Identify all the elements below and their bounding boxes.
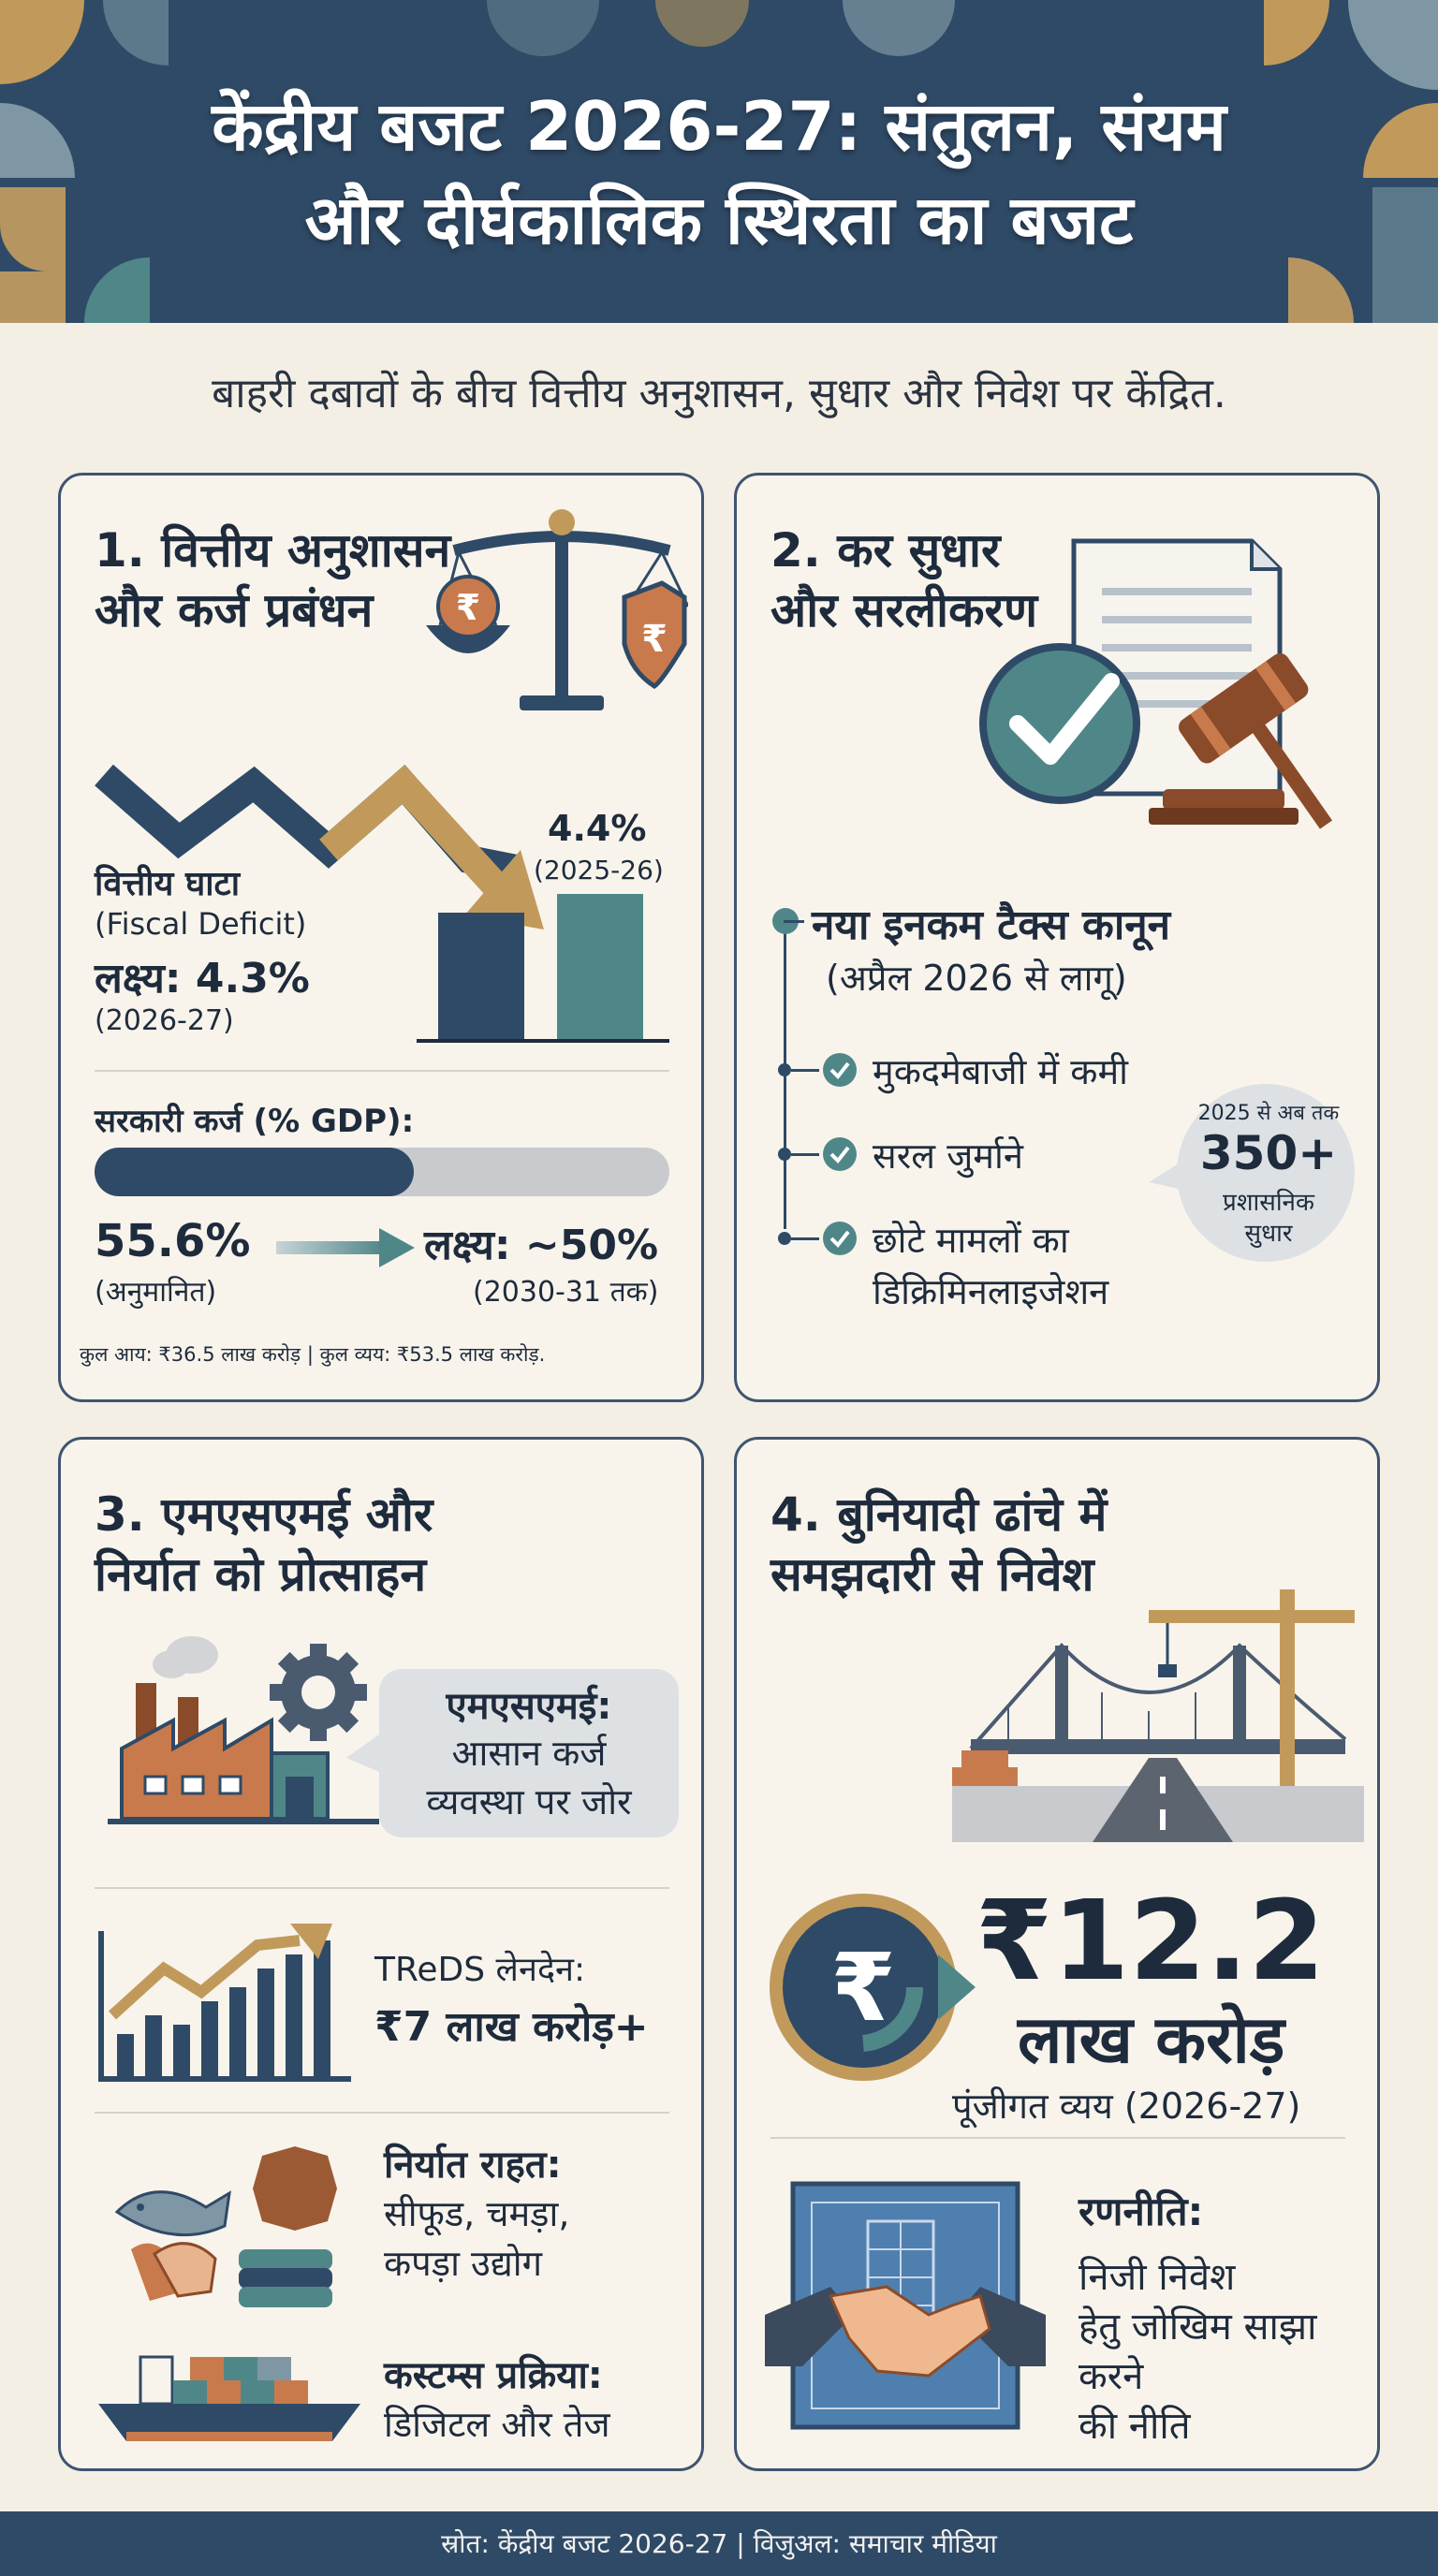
capex-unit: लाख करोड़ bbox=[1018, 2001, 1285, 2078]
reform-item-decriminalization: डिक्रिमिनलाइजेशन bbox=[873, 1271, 1109, 1312]
source-footer: स्रोत: केंद्रीय बजट 2026-27 | विजुअल: सम… bbox=[0, 2511, 1438, 2576]
page-subtitle: बाहरी दबावों के बीच वित्तीय अनुशासन, सुध… bbox=[212, 370, 1226, 417]
debt-current-value: 55.6% bbox=[95, 1215, 251, 1267]
section-1-title-line-2: और कर्ज प्रबंधन bbox=[95, 583, 374, 637]
customs-process-digital: डिजिटल और तेज bbox=[384, 2404, 610, 2445]
balance-scale-icon: ₹ ₹ bbox=[426, 509, 688, 710]
new-income-tax-law-title: नया इनकम टैक्स कानून bbox=[812, 901, 1171, 949]
reform-item-simple-penalties: सरल जुर्माने bbox=[873, 1135, 1023, 1177]
svg-text:₹: ₹ bbox=[830, 1933, 896, 2042]
strategy-private-investment: निजी निवेश bbox=[1078, 2256, 1236, 2299]
card-tax-reform: 2. कर सुधार और सरलीकरण नया इनकम टैक्स का… bbox=[734, 473, 1380, 1402]
bridge-road-crane-icon bbox=[952, 1589, 1364, 1842]
deficit-bar-2026 bbox=[438, 913, 524, 1039]
factory-gear-icon bbox=[108, 1636, 379, 1824]
section-1-title-line-1: 1. वित्तीय अनुशासन bbox=[95, 523, 451, 578]
bar-baseline bbox=[417, 1039, 669, 1043]
downward-trend-arrow-icon bbox=[95, 764, 544, 929]
divider bbox=[770, 2137, 1345, 2139]
document-gavel-icon bbox=[979, 538, 1333, 829]
handshake-blueprint-icon bbox=[765, 2181, 1046, 2430]
check-circle-icon bbox=[823, 1137, 857, 1171]
new-income-tax-law-subtitle: (अप्रैल 2026 से लागू) bbox=[826, 958, 1127, 999]
deficit-bar-2025 bbox=[557, 894, 643, 1039]
capex-value: ₹12.2 bbox=[976, 1876, 1326, 2005]
growth-bar-chart-icon bbox=[98, 1924, 351, 2082]
check-circle-icon bbox=[823, 1053, 857, 1087]
cargo-ship-icon bbox=[98, 2355, 360, 2441]
section-4-title-line-2: समझदारी से निवेश bbox=[770, 1547, 1094, 1602]
section-3-title-line-2: निर्यात को प्रोत्साहन bbox=[95, 1547, 427, 1602]
msme-bubble-shape bbox=[346, 1669, 679, 1837]
header-pattern bbox=[0, 0, 1438, 323]
svg-text:₹: ₹ bbox=[641, 618, 668, 661]
divider bbox=[95, 2112, 669, 2114]
timeline-connector bbox=[791, 1069, 819, 1072]
timeline-dot bbox=[778, 1232, 791, 1245]
deficit-target: लक्ष्य: 4.3% bbox=[95, 948, 310, 1004]
debt-progress-fill bbox=[95, 1148, 415, 1196]
prev-deficit-year: (2025-26) bbox=[534, 855, 664, 886]
treds-label: TReDS लेनदेन: bbox=[374, 1951, 586, 1989]
debt-current-note: (अनुमानित) bbox=[95, 1276, 217, 1309]
export-relief-textile: कपड़ा उद्योग bbox=[384, 2243, 543, 2284]
deficit-target-year: (2026-27) bbox=[95, 1004, 234, 1037]
export-relief-title: निर्यात राहत: bbox=[384, 2144, 562, 2187]
card-infrastructure: 4. बुनियादी ढांचे में समझदारी से निवेश ₹… bbox=[734, 1437, 1380, 2471]
page-title-line-1: केंद्रीय बजट 2026-27: संतुलन, संयम bbox=[212, 87, 1226, 166]
debt-progress-track bbox=[95, 1148, 669, 1196]
export-relief-seafood-leather: सीफूड, चमड़ा, bbox=[384, 2193, 570, 2234]
prev-deficit-value: 4.4% bbox=[548, 808, 647, 849]
reform-item-litigation: मुकदमेबाजी में कमी bbox=[873, 1051, 1129, 1092]
check-circle-icon bbox=[823, 1222, 857, 1255]
bubble-since-2025: 2025 से अब तक bbox=[1197, 1102, 1340, 1125]
page-title-line-2: और दीर्घकालिक स्थिरता का बजट bbox=[304, 181, 1134, 259]
msme-easy-credit: आसान कर्ज bbox=[451, 1733, 607, 1774]
divider bbox=[95, 1070, 669, 1072]
section-1-title: 1. वित्तीय अनुशासन और कर्ज प्रबंधन bbox=[95, 520, 450, 640]
section-2-title-line-1: 2. कर सुधार bbox=[770, 523, 1001, 578]
card-msme-export: 3. एमएसएमई और निर्यात को प्रोत्साहन bbox=[58, 1437, 704, 2471]
section-2-title-line-2: और सरलीकरण bbox=[770, 583, 1038, 637]
customs-process-title: कस्टम्स प्रक्रिया: bbox=[384, 2354, 603, 2397]
msme-system-focus: व्यवस्था पर जोर bbox=[426, 1781, 632, 1822]
timeline-connector bbox=[791, 1153, 819, 1156]
section-3-title: 3. एमएसएमई और निर्यात को प्रोत्साहन bbox=[95, 1485, 433, 1604]
section-4-title-line-1: 4. बुनियादी ढांचे में bbox=[770, 1487, 1108, 1542]
income-expenditure-footnote: कुल आय: ₹36.5 लाख करोड़ | कुल व्यय: ₹53.… bbox=[80, 1343, 546, 1366]
debt-target-note: (2030-31 तक) bbox=[473, 1276, 659, 1309]
deficit-target-value: 4.3% bbox=[195, 955, 310, 1003]
bubble-admin-label: प्रशासनिक bbox=[1223, 1189, 1314, 1217]
capex-label: पूंजीगत व्यय (2026-27) bbox=[952, 2086, 1301, 2127]
svg-text:₹: ₹ bbox=[456, 587, 480, 628]
card-fiscal-discipline: 1. वित्तीय अनुशासन और कर्ज प्रबंधन ₹ ₹ 4… bbox=[58, 473, 704, 1402]
strategy-policy: की नीति bbox=[1078, 2405, 1191, 2448]
header-banner: केंद्रीय बजट 2026-27: संतुलन, संयम और दी… bbox=[0, 0, 1438, 323]
timeline-connector bbox=[784, 920, 804, 923]
timeline-dot bbox=[778, 1063, 791, 1076]
export-goods-icon bbox=[114, 2146, 337, 2307]
section-3-title-line-1: 3. एमएसएमई और bbox=[95, 1487, 433, 1542]
timeline-connector bbox=[791, 1237, 819, 1240]
debt-label: सरकारी कर्ज (% GDP): bbox=[95, 1103, 415, 1140]
rupee-coin-icon: ₹ bbox=[770, 1894, 976, 2081]
speech-bubble-shape bbox=[1149, 1084, 1355, 1262]
deficit-label: वित्तीय घाटा bbox=[95, 865, 241, 903]
timeline-dot bbox=[778, 1148, 791, 1161]
deficit-label-en: (Fiscal Deficit) bbox=[95, 906, 307, 942]
divider bbox=[95, 1887, 669, 1889]
bubble-reforms-label: सुधार bbox=[1244, 1220, 1293, 1248]
debt-target: लक्ष्य: ~50% bbox=[424, 1222, 659, 1269]
treds-value: ₹7 लाख करोड़+ bbox=[374, 2003, 649, 2051]
section-2-title: 2. कर सुधार और सरलीकरण bbox=[770, 520, 1037, 640]
msme-title: एमएसएमई: bbox=[446, 1685, 612, 1728]
bubble-reform-count: 350+ bbox=[1199, 1126, 1338, 1180]
reform-item-small-cases: छोटे मामलों का bbox=[873, 1220, 1069, 1261]
arrow-right-icon bbox=[276, 1228, 415, 1267]
strategy-do: करने bbox=[1078, 2355, 1144, 2398]
deficit-target-label: लक्ष्य: bbox=[95, 955, 182, 1003]
strategy-risk-sharing: हेतु जोखिम साझा bbox=[1078, 2305, 1317, 2349]
section-4-title: 4. बुनियादी ढांचे में समझदारी से निवेश bbox=[770, 1485, 1107, 1604]
strategy-title: रणनीति: bbox=[1078, 2188, 1204, 2234]
